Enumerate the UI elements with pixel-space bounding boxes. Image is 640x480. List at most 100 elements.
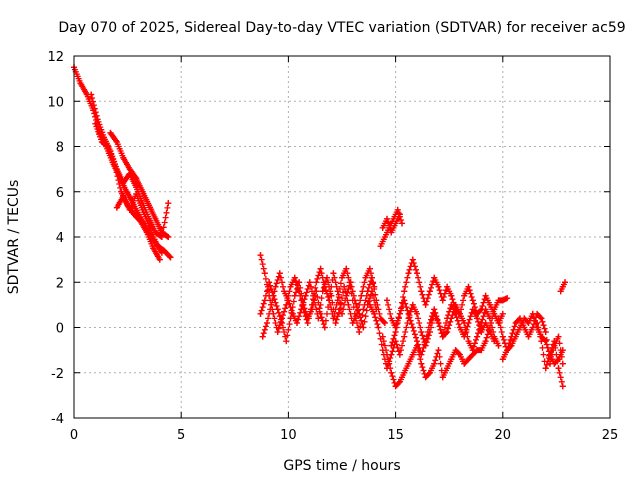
data-point [259, 333, 266, 340]
data-point [326, 297, 333, 304]
data-point [133, 175, 140, 182]
data-point [444, 283, 451, 290]
data-point [465, 338, 472, 345]
data-point [302, 292, 309, 299]
data-point [158, 229, 165, 236]
data-point [452, 310, 459, 317]
data-point [261, 297, 268, 304]
data-point [379, 224, 386, 231]
data-point [283, 338, 290, 345]
data-point [261, 270, 268, 277]
y-axis-title: SDTVAR / TECUs [6, 180, 22, 295]
data-point [534, 320, 541, 326]
data-point [165, 234, 172, 240]
data-point [167, 254, 174, 261]
data-point [371, 283, 378, 290]
data-point [396, 310, 403, 317]
data-point [321, 324, 328, 331]
data-point [431, 274, 438, 281]
data-point [478, 347, 485, 354]
data-point [113, 139, 120, 145]
data-point [486, 315, 493, 322]
data-point [401, 297, 408, 304]
data-point [542, 329, 549, 335]
x-tick-label: 20 [495, 428, 512, 443]
data-point [499, 297, 506, 304]
y-tick-label: 10 [47, 95, 64, 110]
data-point [542, 365, 549, 372]
data-point [399, 220, 405, 227]
data-point [339, 274, 345, 281]
data-point [482, 338, 489, 345]
y-tick-label: 12 [47, 50, 64, 65]
data-point [384, 365, 390, 372]
data-point-track [384, 256, 506, 331]
data-point [120, 179, 127, 186]
data-point [469, 306, 476, 313]
data-point [120, 154, 127, 161]
data-point [435, 283, 442, 290]
data-point [555, 333, 562, 340]
data-point [452, 347, 459, 354]
data-point [525, 320, 532, 326]
data-point [478, 329, 485, 335]
x-tick-label: 15 [387, 428, 404, 443]
data-point [126, 206, 133, 213]
data-point [559, 360, 566, 367]
data-point [111, 161, 118, 168]
y-tick-label: 2 [56, 276, 64, 291]
data-point [131, 211, 137, 218]
data-point [559, 383, 566, 390]
data-point [274, 306, 281, 313]
data-point [150, 245, 157, 252]
data-point [388, 342, 395, 349]
data-point [396, 211, 403, 218]
y-tick-label: 0 [56, 322, 64, 337]
data-point [92, 120, 99, 127]
data-point [469, 347, 476, 354]
data-point [334, 288, 341, 295]
data-point [525, 333, 532, 340]
data-point [495, 342, 502, 349]
data-point [274, 329, 281, 335]
data-point [291, 292, 298, 299]
data-point [332, 320, 339, 326]
data-point [146, 222, 152, 229]
data-point [328, 292, 335, 299]
data-point [341, 283, 348, 290]
data-point [499, 333, 506, 340]
data-point [474, 315, 481, 322]
data-point [538, 315, 545, 322]
data-point [94, 116, 101, 123]
data-point [431, 360, 438, 367]
data-point [504, 295, 511, 302]
data-point-track [499, 310, 566, 367]
data-point [356, 329, 363, 335]
data-point [456, 351, 463, 358]
data-point [422, 374, 429, 381]
data-point [315, 315, 322, 322]
data-point [435, 320, 442, 326]
data-point [105, 143, 112, 150]
x-tick-label: 5 [177, 428, 185, 443]
data-point [347, 279, 354, 286]
data-point [426, 320, 433, 326]
data-point [319, 288, 326, 295]
data-point [495, 315, 502, 322]
data-point [517, 315, 523, 322]
data-point [491, 338, 498, 345]
y-tick-label: 4 [56, 231, 64, 246]
data-point [345, 301, 352, 308]
data-point [414, 270, 420, 277]
data-point [296, 279, 303, 286]
data-point [401, 288, 408, 295]
data-point [146, 202, 152, 209]
data-point [384, 215, 390, 222]
data-point [392, 329, 399, 335]
y-tick-label: 8 [56, 141, 64, 156]
data-point [555, 365, 562, 372]
data-point [418, 288, 425, 295]
data-point [152, 238, 159, 245]
data-point [418, 329, 425, 335]
data-point [371, 310, 378, 317]
